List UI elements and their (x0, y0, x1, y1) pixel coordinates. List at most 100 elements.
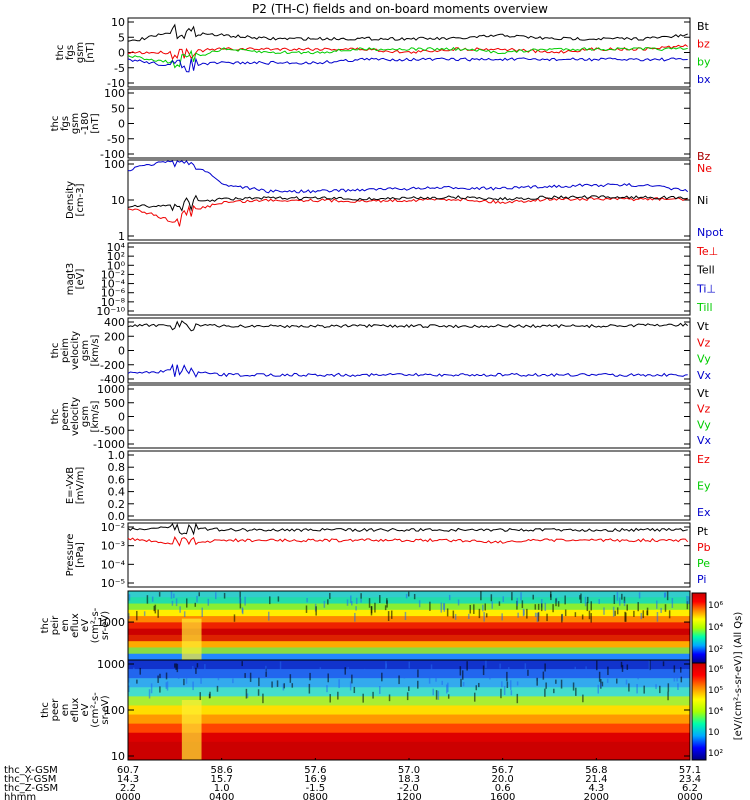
spectrogram-streak (480, 591, 482, 600)
spectrogram-streak (347, 667, 349, 671)
spectrogram-streak (680, 667, 682, 673)
spectrogram-streak (195, 668, 197, 674)
spectrogram-streak (656, 601, 658, 609)
y-tick-label: -500 (100, 424, 125, 437)
spectrogram-streak (511, 690, 513, 695)
spectrogram-streak (590, 613, 592, 622)
panel-fgs2: 100500-50-100thc fgs gsm -180 [nT]Bz (50, 87, 711, 163)
colorbar-label: [eV/(cm²-s-sr-eV)] (All Qs) (733, 612, 744, 741)
legend-Vx: Vx (697, 369, 712, 382)
spectrogram-streak (441, 681, 443, 685)
spectrogram-streak (186, 675, 188, 684)
spectrogram-streak (407, 692, 409, 700)
y-axis-label: magt3 [eV] (65, 263, 86, 296)
spectrogram-streak (354, 687, 356, 693)
legend-Pb: Pb (697, 541, 711, 554)
spectrogram-streak (404, 674, 406, 679)
spectrogram-streak (280, 661, 282, 670)
spectrogram-streak (614, 595, 616, 604)
spectrogram-streak (364, 669, 366, 676)
y-label-line: [nT] (85, 42, 96, 62)
legend-Ez: Ez (697, 453, 710, 466)
spectrogram-streak (155, 605, 157, 614)
spectrogram-streak (575, 667, 577, 675)
spectrogram-streak (499, 664, 501, 669)
spectrogram-streak (657, 612, 659, 622)
panel-peir: 1000thc peir en eflux eV (cm²-s-sr-eV) (40, 591, 690, 661)
y-label-line: sr-eV) (100, 611, 111, 640)
y-tick-label: 0 (118, 118, 125, 131)
spectrogram-streak (668, 683, 670, 691)
spectrogram-streak (306, 605, 308, 612)
spectrogram-streak (462, 670, 464, 679)
spectrogram-streak (664, 593, 666, 598)
spectrogram-streak (218, 672, 220, 680)
legend-Vx: Vx (697, 434, 712, 447)
spectrogram-streak (389, 694, 391, 701)
y-label-line: [km/s] (90, 400, 101, 432)
colorbar-top (692, 593, 706, 663)
series-Vx (128, 365, 688, 377)
spectrogram-band (128, 669, 690, 679)
spectrogram-streak (176, 598, 178, 606)
spectrogram-streak (290, 674, 292, 683)
spectrogram-streak (362, 694, 364, 703)
spectrogram-streak (637, 673, 639, 679)
spectrogram-streak (149, 689, 151, 698)
spectrogram-streak (665, 604, 667, 612)
spectrogram-streak (184, 611, 186, 617)
spectrogram-streak (381, 673, 383, 682)
spectrogram-streak (522, 600, 524, 608)
legend-Ex: Ex (697, 506, 711, 519)
spectrogram-streak (587, 597, 589, 603)
spectrogram-streak (278, 596, 280, 601)
spectrogram-streak (582, 615, 584, 620)
spectrogram-event (182, 619, 202, 660)
spectrogram-streak (183, 679, 185, 685)
colorbar-tick: 10⁵ (708, 686, 723, 696)
x-tick-label-hhmm: 0800 (303, 792, 328, 800)
spectrogram-streak (269, 596, 271, 604)
spectrogram-streak (337, 692, 339, 700)
y-axis-label: thc peem velocity gsm [km/s] (50, 397, 101, 436)
spectrogram-streak (159, 686, 161, 692)
spectrogram-streak (448, 694, 450, 698)
y-tick-label: 400 (104, 316, 125, 329)
spectrogram-streak (544, 689, 546, 697)
series-Ni (128, 196, 688, 211)
spectrogram-streak (172, 601, 174, 606)
spectrogram-streak (242, 607, 244, 612)
spectrogram-streak (501, 681, 503, 687)
spectrogram-streak (398, 675, 400, 684)
spectrogram-streak (379, 595, 381, 603)
y-tick-label: 10⁻⁴ (101, 558, 126, 571)
spectrogram-streak (406, 594, 408, 598)
spectrogram-streak (306, 598, 308, 602)
y-axis-label: thc fgs gsm -180 [nT] (50, 112, 101, 135)
spectrogram-streak (544, 663, 546, 671)
spectrogram-streak (485, 603, 487, 610)
y-tick-label: 500 (104, 397, 125, 410)
spectrogram-streak (417, 669, 419, 677)
spectrogram-band (128, 616, 690, 623)
x-row-label: hhmm (4, 792, 36, 800)
spectrogram-streak (517, 681, 519, 685)
panel-temp: 10⁴10²10⁰10⁻²10⁻⁴10⁻⁶10⁻⁸10⁻¹⁰magt3 [eV]T… (65, 241, 718, 318)
legend-Te⊥: Te⊥ (696, 245, 718, 258)
spectrogram-streak (277, 680, 279, 687)
spectrogram-streak (550, 594, 552, 600)
spectrogram-band (128, 635, 690, 642)
spectrogram-streak (355, 606, 357, 610)
spectrogram-streak (329, 593, 331, 599)
spectrogram-streak (159, 592, 161, 597)
y-label-line: [mV/m] (75, 467, 86, 505)
spectrogram-streak (174, 663, 176, 667)
spectrogram-streak (159, 674, 161, 678)
spectrogram-streak (500, 689, 502, 698)
spectrogram-streak (510, 680, 512, 690)
x-tick-label-hhmm: 2000 (584, 792, 609, 800)
spectrogram-streak (360, 593, 362, 598)
y-label-line: [nT] (90, 113, 101, 133)
spectrogram-streak (292, 683, 294, 687)
